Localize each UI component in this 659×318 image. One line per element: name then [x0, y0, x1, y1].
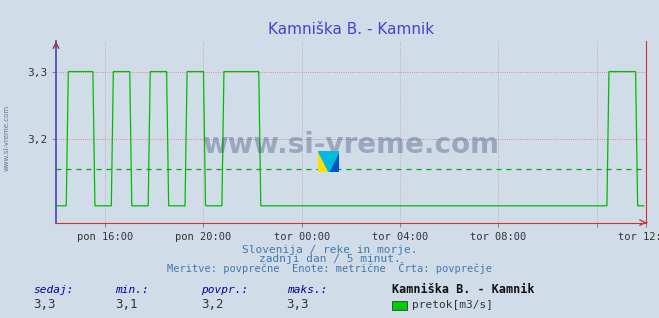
Text: min.:: min.:: [115, 285, 149, 295]
Polygon shape: [329, 151, 339, 172]
Text: pretok[m3/s]: pretok[m3/s]: [412, 301, 493, 310]
Text: www.si-vreme.com: www.si-vreme.com: [202, 131, 500, 159]
Text: Kamniška B. - Kamnik: Kamniška B. - Kamnik: [392, 283, 534, 296]
Text: povpr.:: povpr.:: [201, 285, 248, 295]
Polygon shape: [318, 151, 339, 172]
Text: 3,2: 3,2: [201, 299, 223, 311]
Text: Meritve: povprečne  Enote: metrične  Črta: povprečje: Meritve: povprečne Enote: metrične Črta:…: [167, 262, 492, 274]
Text: 3,3: 3,3: [33, 299, 55, 311]
Text: maks.:: maks.:: [287, 285, 327, 295]
Text: 3,1: 3,1: [115, 299, 138, 311]
Text: zadnji dan / 5 minut.: zadnji dan / 5 minut.: [258, 254, 401, 264]
Title: Kamniška B. - Kamnik: Kamniška B. - Kamnik: [268, 22, 434, 38]
Text: 3,3: 3,3: [287, 299, 309, 311]
Polygon shape: [318, 151, 339, 172]
Text: www.si-vreme.com: www.si-vreme.com: [3, 105, 10, 171]
Text: Slovenija / reke in morje.: Slovenija / reke in morje.: [242, 245, 417, 255]
Text: sedaj:: sedaj:: [33, 285, 73, 295]
